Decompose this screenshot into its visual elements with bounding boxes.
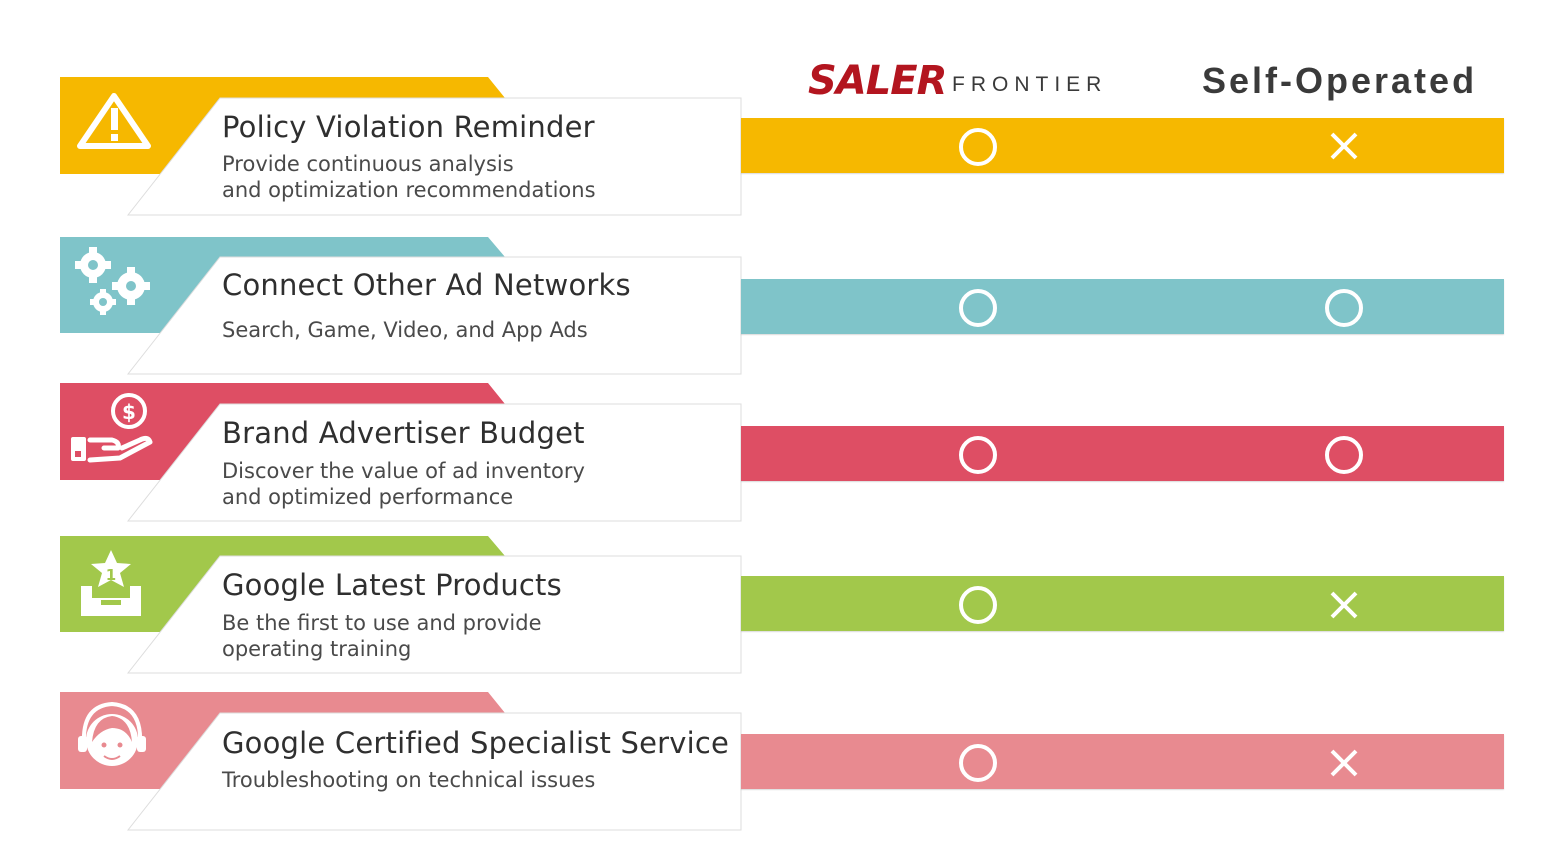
feature-title: Policy Violation Reminder <box>222 110 595 144</box>
comparison-bar <box>741 118 1504 173</box>
feature-description: Discover the value of ad inventory and o… <box>222 459 585 509</box>
self-operated-heading: Self-Operated <box>1202 60 1478 101</box>
feature-description: Search, Game, Video, and App Ads <box>222 318 588 342</box>
feature-title: Brand Advertiser Budget <box>222 416 585 450</box>
feature-title: Connect Other Ad Networks <box>222 268 631 302</box>
feature-description: Troubleshooting on technical issues <box>222 768 596 792</box>
feature-title: Google Certified Specialist Service <box>222 726 730 760</box>
comparison-bar <box>741 734 1504 789</box>
comparison-bar <box>741 576 1504 631</box>
comparison-bar <box>741 426 1504 481</box>
comparison-bar <box>741 279 1504 334</box>
svg-text:$: $ <box>122 400 136 424</box>
brand-main-text: SALER <box>808 58 947 104</box>
feature-description: Be the first to use and provide operatin… <box>222 611 542 661</box>
feature-title: Google Latest Products <box>222 568 562 602</box>
brand-sub-text: FRONTIER <box>952 73 1108 96</box>
svg-text:1: 1 <box>106 566 116 584</box>
feature-description: Provide continuous analysis and optimiza… <box>222 152 596 202</box>
